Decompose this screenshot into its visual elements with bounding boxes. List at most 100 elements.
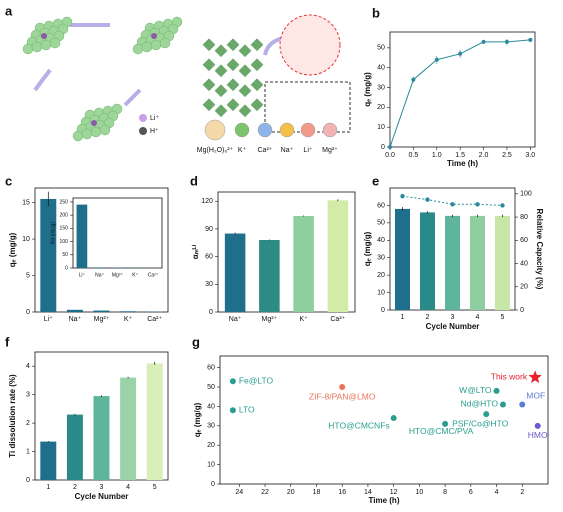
star-point bbox=[528, 370, 541, 383]
point bbox=[339, 384, 345, 390]
y-tick-label: 50 bbox=[207, 384, 215, 391]
x-tick-label: 12 bbox=[390, 489, 398, 496]
legend-ion bbox=[323, 123, 337, 137]
x-tick-label: 2.0 bbox=[479, 152, 489, 159]
x-axis-label: Time (h) bbox=[369, 496, 400, 505]
point-label: Nd@HTO bbox=[461, 399, 499, 409]
lattice-site bbox=[151, 33, 157, 39]
legend-ion bbox=[205, 120, 225, 140]
polyhedron bbox=[215, 104, 228, 117]
x-axis-label: Cycle Number bbox=[426, 322, 480, 331]
point-label: W@LTO bbox=[459, 385, 492, 395]
x-tick-label: 24 bbox=[235, 489, 243, 496]
x-tick-label: Li⁺ bbox=[44, 316, 53, 323]
x-tick-label: 5 bbox=[153, 484, 157, 491]
diagram: a Li⁺ H⁺ Mg(H₂O)₆²⁺K⁺Ca²⁺Na⁺Li⁺Mg²⁺ bbox=[5, 3, 350, 153]
polyhedron bbox=[215, 64, 228, 77]
x-tick-label: 4 bbox=[126, 484, 130, 491]
bar bbox=[94, 311, 110, 312]
y-tick-label: 120 bbox=[201, 198, 213, 205]
y-tick-label: 0 bbox=[381, 144, 385, 151]
y-tick-label: 0 bbox=[26, 309, 30, 316]
y-tick-label: 0 bbox=[520, 307, 524, 314]
x-tick-label: 4 bbox=[476, 314, 480, 321]
x-tick-label: 1 bbox=[46, 484, 50, 491]
x-tick-label: Ca²⁺ bbox=[330, 316, 345, 323]
bar bbox=[395, 209, 410, 310]
ion bbox=[139, 127, 147, 135]
y-tick-label: 100 bbox=[60, 239, 69, 245]
x-tick-label: Na⁺ bbox=[95, 272, 104, 278]
point bbox=[391, 415, 397, 421]
lattice-atom bbox=[32, 42, 42, 52]
y-tick-label: 50 bbox=[377, 220, 385, 227]
arrow bbox=[35, 25, 320, 105]
x-tick-label: Mg²⁺ bbox=[262, 316, 278, 323]
y-tick-label: 30 bbox=[207, 423, 215, 430]
x-tick-label: K⁺ bbox=[132, 272, 138, 278]
legend-ion bbox=[301, 123, 315, 137]
y-tick-label: 10 bbox=[22, 236, 30, 243]
y-tick-label: 0 bbox=[26, 477, 30, 484]
lattice-atom bbox=[151, 40, 161, 50]
polyhedron bbox=[203, 58, 216, 71]
lattice-site bbox=[91, 120, 97, 126]
y-tick-label: 4 bbox=[26, 363, 30, 370]
lattice-site bbox=[41, 33, 47, 39]
bar bbox=[67, 415, 83, 480]
x-tick-label: 1.0 bbox=[432, 152, 442, 159]
bar bbox=[40, 442, 56, 480]
polyhedron bbox=[251, 98, 264, 111]
legend-label: Mg²⁺ bbox=[322, 147, 338, 154]
y-tick-label: 20 bbox=[377, 272, 385, 279]
y-tick-label: 60 bbox=[520, 237, 528, 244]
lattice-atom bbox=[142, 42, 152, 52]
x-tick-label: 3.0 bbox=[525, 152, 535, 159]
point bbox=[500, 203, 504, 207]
y-tick-label: 90 bbox=[205, 226, 213, 233]
y-tick-label: 2 bbox=[26, 420, 30, 427]
bar bbox=[225, 234, 246, 312]
panel-label: c bbox=[5, 173, 12, 188]
x-tick-label: 20 bbox=[287, 489, 295, 496]
x-tick-label: 2 bbox=[73, 484, 77, 491]
legend-label: Li⁺ bbox=[303, 147, 312, 154]
polyhedron bbox=[203, 38, 216, 51]
polyhedron bbox=[227, 58, 240, 71]
lattice-atom bbox=[160, 38, 170, 48]
lattice-atom bbox=[50, 38, 60, 48]
polyhedron bbox=[203, 98, 216, 111]
x-tick-label: 3 bbox=[451, 314, 455, 321]
y-tick-label: 40 bbox=[520, 260, 528, 267]
x-tick-label: Mg²⁺ bbox=[112, 272, 124, 278]
polyhedron bbox=[203, 78, 216, 91]
axes-frame bbox=[390, 32, 535, 147]
x-tick-label: 4 bbox=[495, 489, 499, 496]
panel-label: f bbox=[5, 334, 10, 349]
polyhedron bbox=[251, 58, 264, 71]
x-tick-label: Mg²⁺ bbox=[94, 316, 110, 323]
ion-label: Li⁺ bbox=[150, 115, 159, 122]
point bbox=[388, 145, 392, 149]
point bbox=[494, 388, 500, 394]
zoom-circle bbox=[280, 15, 340, 75]
x-tick-label: 5 bbox=[501, 314, 505, 321]
y-tick-label: 60 bbox=[205, 253, 213, 260]
point bbox=[475, 202, 479, 206]
point bbox=[528, 38, 532, 42]
x-tick-label: 6 bbox=[469, 489, 473, 496]
y-axis-label: qₑ (mg/g) bbox=[8, 232, 17, 267]
polyhedron bbox=[227, 78, 240, 91]
y-tick-label: 0 bbox=[209, 309, 213, 316]
legend-ion bbox=[280, 123, 294, 137]
bar bbox=[120, 311, 136, 312]
y-tick-label: 40 bbox=[377, 237, 385, 244]
bar bbox=[94, 267, 105, 268]
point-label: LTO bbox=[239, 405, 255, 415]
x-tick-label: K⁺ bbox=[299, 316, 308, 323]
panel-label: b bbox=[372, 5, 380, 20]
polyhedron bbox=[215, 84, 228, 97]
x-tick-label: 16 bbox=[338, 489, 346, 496]
y-axis-label: Ti dissolution rate (%) bbox=[8, 374, 17, 458]
